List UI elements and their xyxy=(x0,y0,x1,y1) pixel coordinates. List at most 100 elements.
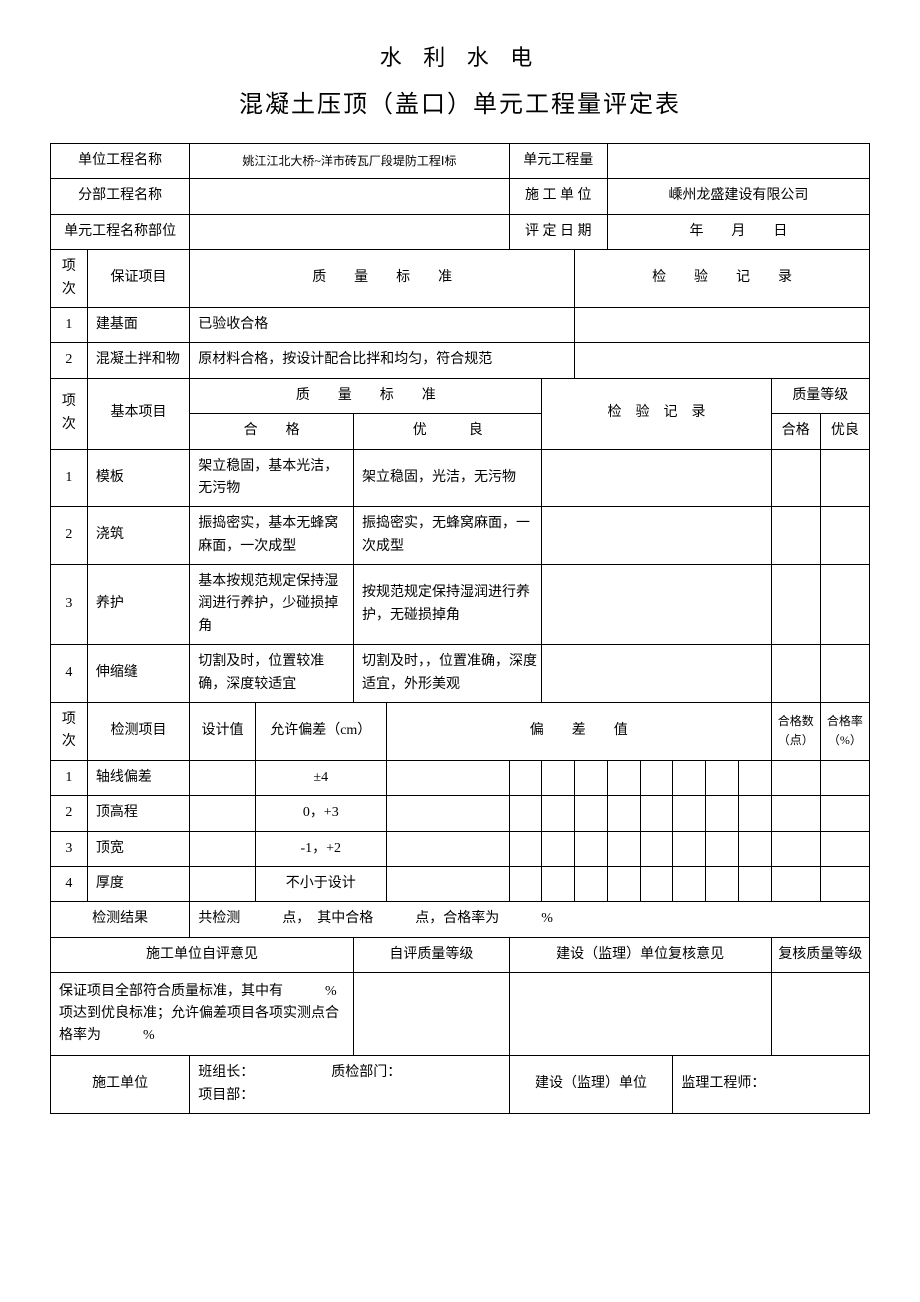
cell-tolerance: 0，+3 xyxy=(255,796,386,831)
cell-tolerance: -1，+2 xyxy=(255,831,386,866)
cell-dev xyxy=(542,760,575,795)
cell-excellent: 按规范规定保持湿润进行养护，无碰损掉角 xyxy=(354,565,542,645)
cell-dev xyxy=(542,866,575,901)
cell-record xyxy=(542,449,771,507)
cell-name: 养护 xyxy=(87,565,189,645)
label-quality-std-a: 质 量 标 准 xyxy=(190,250,575,308)
cell-count xyxy=(771,760,820,795)
label-test-item: 检测项目 xyxy=(87,703,189,761)
table-row: 4 厚度 不小于设计 xyxy=(51,866,870,901)
label-self-eval-grade: 自评质量等级 xyxy=(354,937,510,972)
text-project-dept: 项目部： xyxy=(198,1088,254,1103)
label-eval-date: 评 定 日 期 xyxy=(509,214,607,249)
cell-dev xyxy=(673,760,706,795)
cell-dev xyxy=(607,760,640,795)
cell-rate xyxy=(820,796,869,831)
table-row: 2 浇筑 振捣密实，基本无蜂窝麻面，一次成型 振捣密实，无蜂窝麻面，一次成型 xyxy=(51,507,870,565)
cell-std: 原材料合格，按设计配合比拌和均匀，符合规范 xyxy=(190,343,575,378)
label-basic: 基本项目 xyxy=(87,378,189,449)
value-construction-unit: 嵊州龙盛建设有限公司 xyxy=(607,179,869,214)
cell-dev xyxy=(386,760,509,795)
cell-dev xyxy=(706,760,739,795)
cell-design xyxy=(190,796,256,831)
text-team-leader: 班组长： xyxy=(198,1065,247,1080)
text-qc-dept: 质检部门： xyxy=(331,1065,401,1080)
cell-design xyxy=(190,866,256,901)
cell-qualified: 切割及时，位置较准确，深度较适宜 xyxy=(190,645,354,703)
label-test-result: 检测结果 xyxy=(51,902,190,937)
cell-dev xyxy=(673,831,706,866)
label-deviation: 偏 差 值 xyxy=(386,703,771,761)
cell-dev xyxy=(386,831,509,866)
cell-dev xyxy=(640,796,673,831)
cell-name: 顶宽 xyxy=(87,831,189,866)
cell-grade-excellent xyxy=(820,449,869,507)
cell-dev xyxy=(575,760,608,795)
cell-dev xyxy=(706,831,739,866)
label-seq-b: 项次 xyxy=(51,378,88,449)
cell-name: 顶高程 xyxy=(87,796,189,831)
label-supervision-unit: 建设（监理）单位 xyxy=(509,1056,673,1114)
label-construction-unit: 施 工 单 位 xyxy=(509,179,607,214)
cell-excellent: 架立稳固，光洁，无污物 xyxy=(354,449,542,507)
label-unit-qty: 单元工程量 xyxy=(509,144,607,179)
cell-record xyxy=(575,307,870,342)
cell-name: 伸缩缝 xyxy=(87,645,189,703)
cell-dev xyxy=(640,760,673,795)
label-seq-c: 项次 xyxy=(51,703,88,761)
cell-record xyxy=(575,343,870,378)
cell-dev xyxy=(575,796,608,831)
cell-design xyxy=(190,760,256,795)
label-review-grade: 复核质量等级 xyxy=(771,937,869,972)
table-row: 3 顶宽 -1，+2 xyxy=(51,831,870,866)
label-quality-grade: 质量等级 xyxy=(771,378,869,413)
value-supervisor-engineer: 监理工程师： xyxy=(673,1056,870,1114)
cell-seq: 2 xyxy=(51,796,88,831)
cell-dev xyxy=(706,866,739,901)
cell-grade-excellent xyxy=(820,507,869,565)
label-excellent-col: 优良 xyxy=(820,414,869,449)
cell-seq: 1 xyxy=(51,307,88,342)
cell-dev xyxy=(738,796,771,831)
table-row: 2 顶高程 0，+3 xyxy=(51,796,870,831)
cell-dev xyxy=(575,866,608,901)
cell-grade-excellent xyxy=(820,565,869,645)
value-sub-project-name xyxy=(190,179,509,214)
value-test-result: 共检测 点， 其中合格 点，合格率为 % xyxy=(190,902,870,937)
cell-name: 厚度 xyxy=(87,866,189,901)
cell-seq: 2 xyxy=(51,507,88,565)
value-eval-date: 年 月 日 xyxy=(607,214,869,249)
cell-grade-qualified xyxy=(771,645,820,703)
cell-dev xyxy=(509,796,542,831)
table-row: 1 建基面 已验收合格 xyxy=(51,307,870,342)
cell-name: 混凝土拌和物 xyxy=(87,343,189,378)
cell-seq: 4 xyxy=(51,645,88,703)
cell-dev xyxy=(738,760,771,795)
table-row: 3 养护 基本按规范规定保持湿润进行养护，少碰损掉角 按规范规定保持湿润进行养护… xyxy=(51,565,870,645)
page-title-2: 混凝土压顶（盖口）单元工程量评定表 xyxy=(50,84,870,119)
value-self-eval-grade xyxy=(354,973,510,1056)
cell-count xyxy=(771,831,820,866)
cell-name: 轴线偏差 xyxy=(87,760,189,795)
cell-tolerance: ±4 xyxy=(255,760,386,795)
label-design-value: 设计值 xyxy=(190,703,256,761)
table-row: 1 轴线偏差 ±4 xyxy=(51,760,870,795)
cell-grade-qualified xyxy=(771,565,820,645)
cell-rate xyxy=(820,831,869,866)
cell-rate xyxy=(820,760,869,795)
cell-grade-excellent xyxy=(820,645,869,703)
table-row: 4 伸缩缝 切割及时，位置较准确，深度较适宜 切割及时，，位置准确，深度适宜，外… xyxy=(51,645,870,703)
label-inspection-record-b: 检 验 记 录 xyxy=(542,378,771,449)
cell-grade-qualified xyxy=(771,449,820,507)
label-quality-std-b: 质 量 标 准 xyxy=(190,378,542,413)
cell-dev xyxy=(607,796,640,831)
cell-dev xyxy=(542,796,575,831)
cell-record xyxy=(542,565,771,645)
cell-dev xyxy=(386,866,509,901)
cell-record xyxy=(542,507,771,565)
cell-tolerance: 不小于设计 xyxy=(255,866,386,901)
cell-excellent: 振捣密实，无蜂窝麻面，一次成型 xyxy=(354,507,542,565)
label-self-eval: 施工单位自评意见 xyxy=(51,937,354,972)
cell-dev xyxy=(673,796,706,831)
value-unit-project-name: 姚江江北大桥~洋市砖瓦厂段堤防工程Ⅰ标 xyxy=(190,144,509,179)
